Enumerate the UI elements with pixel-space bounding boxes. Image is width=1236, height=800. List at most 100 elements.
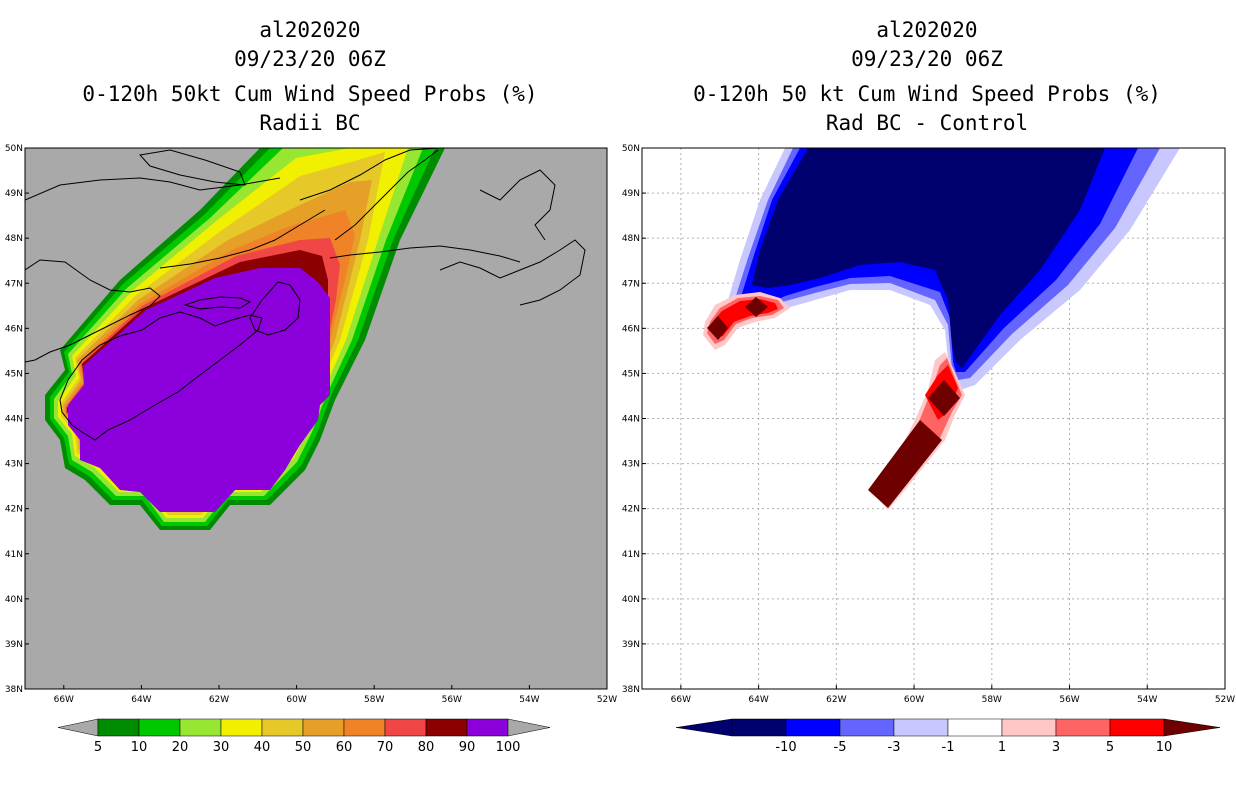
left-colorbar-swatch	[425, 718, 468, 737]
left-lat-label: 45N	[5, 369, 23, 379]
left-lon-label: 64W	[131, 695, 151, 705]
right-colorbar-label: -10	[775, 740, 796, 755]
left-colorbar-label: 20	[172, 740, 189, 755]
left-lat-label: 50N	[5, 144, 23, 154]
left-lat-label: 44N	[5, 415, 23, 425]
right-lat-label: 48N	[622, 234, 640, 244]
left-lon-label: 62W	[209, 695, 229, 705]
right-map: 50N49N48N47N46N45N44N43N42N41N40N39N38N …	[622, 144, 1235, 705]
right-colorbar-label: -5	[834, 740, 847, 755]
left-lon-label: 54W	[519, 695, 539, 705]
right-colorbar-label: 3	[1052, 740, 1060, 755]
right-lat-label: 49N	[622, 189, 640, 199]
left-colorbar-swatch	[97, 718, 140, 737]
right-colorbar-swatch	[893, 718, 949, 737]
left-colorbar-swatch	[466, 718, 509, 737]
left-lon-label: 56W	[442, 695, 462, 705]
right-colorbar-left-arrow	[675, 718, 733, 737]
right-lon-label: 56W	[1059, 695, 1079, 705]
left-colorbar-label: 80	[418, 740, 435, 755]
right-colorbar-label: 10	[1156, 740, 1173, 755]
left-lat-label: 39N	[5, 640, 23, 650]
right-lat-label: 47N	[622, 279, 640, 289]
left-colorbar-label: 5	[94, 740, 102, 755]
left-lat-label: 43N	[5, 460, 23, 470]
left-lat-label: 49N	[5, 189, 23, 199]
left-colorbar-right-arrow	[507, 718, 551, 737]
right-lat-label: 46N	[622, 324, 640, 334]
right-subtitle: Rad BC - Control	[825, 111, 1029, 135]
left-lat-label: 46N	[5, 324, 23, 334]
right-colorbar-swatch	[947, 718, 1003, 737]
right-lat-label: 40N	[622, 595, 640, 605]
left-lon-labels: 66W 64W 62W 60W 58W 56W 54W 52W	[54, 685, 617, 705]
left-colorbar-swatch	[220, 718, 263, 737]
right-difference-fill	[703, 148, 1180, 510]
right-storm-id: al202020	[876, 18, 978, 42]
left-colorbar-label: 100	[496, 740, 521, 755]
right-lon-label: 52W	[1215, 695, 1235, 705]
right-colorbar-label: -3	[888, 740, 901, 755]
right-title-block: al202020 09/23/20 06Z 0-120h 50 kt Cum W…	[627, 16, 1227, 138]
right-lat-label: 41N	[622, 550, 640, 560]
left-lat-label: 42N	[5, 505, 23, 515]
right-colorbar-swatch	[785, 718, 841, 737]
right-lon-label: 54W	[1137, 695, 1157, 705]
left-colorbar-swatch	[138, 718, 181, 737]
left-lat-label: 38N	[5, 685, 23, 695]
left-colorbar-left-arrow	[57, 718, 99, 737]
left-colorbar-label: 50	[295, 740, 312, 755]
left-colorbar-label: 70	[377, 740, 394, 755]
right-lon-label: 64W	[748, 695, 768, 705]
left-lon-label: 60W	[286, 695, 306, 705]
right-colorbar-swatch	[1001, 718, 1057, 737]
right-colorbar-right-arrow	[1163, 718, 1221, 737]
left-lat-labels: 50N 49N 48N 47N 46N 45N 44N 43N 42N 41N 40N 39N 38N	[5, 144, 29, 695]
left-colorbar-label: 60	[336, 740, 353, 755]
right-colorbar: -10 -5 -3 -1 1 3 5 10	[675, 718, 1221, 755]
right-lat-label: 42N	[622, 505, 640, 515]
left-colorbar-label: 10	[131, 740, 148, 755]
left-colorbar-swatch	[302, 718, 345, 737]
left-lon-label: 58W	[364, 695, 384, 705]
left-datetime: 09/23/20 06Z	[234, 47, 386, 71]
right-product-title: 0-120h 50 kt Cum Wind Speed Probs (%)	[693, 82, 1161, 106]
right-colorbar-label: 1	[998, 740, 1006, 755]
left-colorbar-swatch	[179, 718, 222, 737]
left-subtitle: Radii BC	[259, 111, 361, 135]
right-lat-label: 39N	[622, 640, 640, 650]
left-lon-label: 66W	[54, 695, 74, 705]
left-storm-id: al202020	[259, 18, 361, 42]
right-lat-label: 38N	[622, 685, 640, 695]
left-colorbar-label: 30	[213, 740, 230, 755]
left-lon-label: 52W	[597, 695, 617, 705]
left-product-title: 0-120h 50kt Cum Wind Speed Probs (%)	[82, 82, 538, 106]
right-lon-label: 60W	[904, 695, 924, 705]
left-colorbar-swatch	[384, 718, 427, 737]
right-lon-labels: 66W 64W 62W 60W 58W 56W 54W 52W	[671, 685, 1235, 705]
right-lon-label: 62W	[826, 695, 846, 705]
left-title-block: al202020 09/23/20 06Z 0-120h 50kt Cum Wi…	[10, 16, 610, 138]
left-probability-fill	[45, 148, 445, 530]
left-colorbar-swatch	[343, 718, 386, 737]
right-colorbar-swatch	[1055, 718, 1111, 737]
left-colorbar-label: 40	[254, 740, 271, 755]
left-colorbar-swatch	[261, 718, 304, 737]
left-lat-label: 47N	[5, 279, 23, 289]
right-lat-labels: 50N 49N 48N 47N 46N 45N 44N 43N 42N 41N 40N 39N 38N	[622, 144, 646, 695]
left-lat-label: 48N	[5, 234, 23, 244]
left-lat-label: 40N	[5, 595, 23, 605]
right-lat-label: 50N	[622, 144, 640, 154]
right-lat-label: 44N	[622, 415, 640, 425]
right-datetime: 09/23/20 06Z	[851, 47, 1003, 71]
right-lon-label: 66W	[671, 695, 691, 705]
left-lat-label: 41N	[5, 550, 23, 560]
right-colorbar-swatch	[839, 718, 895, 737]
right-colorbar-swatch	[731, 718, 787, 737]
right-lat-label: 43N	[622, 460, 640, 470]
left-colorbar-label: 90	[459, 740, 476, 755]
left-colorbar: 5 10 20 30 40 50 60 70 80 90 100	[57, 718, 551, 755]
left-map: 50N49N48N47N46N45N44N43N42N41N40N39N38N …	[5, 144, 617, 705]
right-lat-label: 45N	[622, 369, 640, 379]
